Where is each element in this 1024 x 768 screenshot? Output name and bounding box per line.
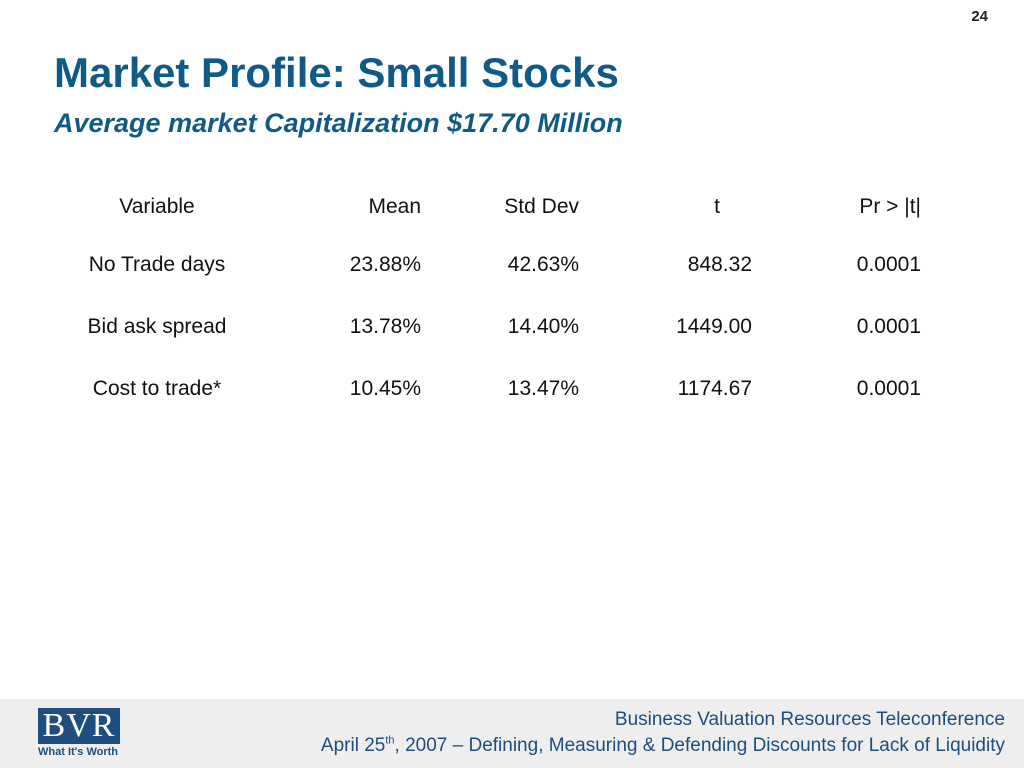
footer-bar: BVR What It's Worth Business Valuation R… <box>0 699 1024 768</box>
column-header-t: t <box>714 195 720 218</box>
mean-value: 13.78% <box>349 315 421 338</box>
column-header-mean: Mean <box>368 195 421 218</box>
column-header-p-value: Pr > |t| <box>859 195 921 218</box>
bvr-logo-tagline: What It's Worth <box>38 746 119 758</box>
column-header-variable: Variable <box>119 195 195 218</box>
std-dev-value: 42.63% <box>507 253 579 276</box>
bvr-logo-mark: BVR <box>38 708 120 744</box>
footer-date-suffix: , 2007 – Defining, Measuring & Defending… <box>394 735 1005 756</box>
bvr-logo: BVR What It's Worth <box>38 708 122 760</box>
row-label: No Trade days <box>88 253 226 276</box>
slide-number: 24 <box>971 8 988 25</box>
slide-subtitle: Average market Capitalization $17.70 Mil… <box>54 108 623 138</box>
t-value: 848.32 <box>687 253 752 276</box>
std-dev-value: 13.47% <box>507 377 579 400</box>
footer-date-prefix: April 25 <box>320 735 386 756</box>
table-row: No Trade days 23.88% 42.63% 848.32 0.000… <box>0 234 1024 296</box>
row-label: Bid ask spread <box>87 315 227 338</box>
row-label: Cost to trade* <box>92 377 222 400</box>
table-row: Bid ask spread 13.78% 14.40% 1449.00 0.0… <box>0 296 1024 358</box>
statistics-table: Variable Mean Std Dev t Pr > |t| No Trad… <box>0 180 1024 420</box>
mean-value: 23.88% <box>349 253 421 276</box>
footer-event-details: April 25th, 2007 – Defining, Measuring &… <box>321 735 1005 757</box>
table-header-row: Variable Mean Std Dev t Pr > |t| <box>0 180 1024 234</box>
table-row: Cost to trade* 10.45% 13.47% 1174.67 0.0… <box>0 358 1024 420</box>
mean-value: 10.45% <box>349 377 421 400</box>
t-value: 1449.00 <box>676 315 752 338</box>
t-value: 1174.67 <box>677 377 752 400</box>
p-value: 0.0001 <box>856 253 921 276</box>
footer-event-title: Business Valuation Resources Teleconfere… <box>614 709 1005 730</box>
std-dev-value: 14.40% <box>507 315 579 338</box>
column-header-std-dev: Std Dev <box>504 195 579 218</box>
p-value: 0.0001 <box>856 377 921 400</box>
slide-title: Market Profile: Small Stocks <box>54 49 619 96</box>
p-value: 0.0001 <box>856 315 921 338</box>
footer-date-superscript: th <box>385 734 395 747</box>
